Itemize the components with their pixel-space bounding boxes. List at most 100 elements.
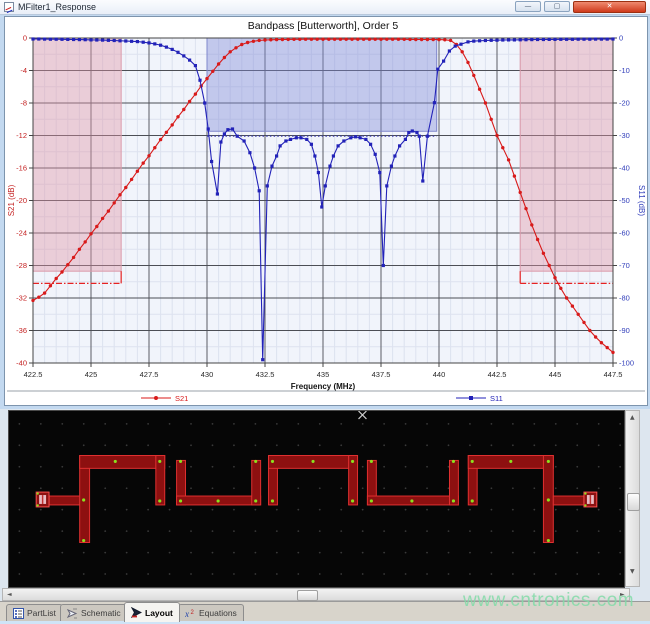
svg-text:-16: -16 [16,164,27,173]
layout-vertex [178,499,183,503]
layout-vertex [546,538,550,543]
svg-text:425: 425 [85,370,98,379]
tab-schematic[interactable]: Schematic [60,604,128,621]
tab-layout[interactable]: Layout [124,602,180,622]
layout-vertex [82,538,86,543]
layout-vertex [311,459,315,464]
layout-vertex [254,459,258,464]
svg-text:-28: -28 [16,261,27,270]
partlist-icon [13,607,24,619]
svg-text:-80: -80 [619,294,630,303]
svg-text:-100: -100 [619,359,634,368]
microstrip-segment [155,455,166,506]
svg-text:-30: -30 [619,131,630,140]
svg-text:x: x [185,609,189,619]
layout-vertex [546,498,550,502]
close-button[interactable]: ✕ [573,1,646,13]
vertical-scrollbar-thumb[interactable] [627,493,640,511]
svg-text:-90: -90 [619,326,630,335]
crosshair-cursor [358,411,367,420]
layout-vertex [470,499,474,503]
layout-vertex [82,498,86,502]
horizontal-scrollbar[interactable]: ◄ ► [2,588,630,601]
minimize-button[interactable]: — [515,1,541,12]
legend-s11: S11 [490,394,503,403]
layout-vertex [270,459,275,464]
svg-text:447.5: 447.5 [604,370,623,379]
layout-vertex [451,459,456,464]
svg-text:-36: -36 [16,326,27,335]
port-2 [583,491,598,508]
svg-text:-10: -10 [619,66,630,75]
schematic-icon [67,608,78,618]
scroll-down-icon[interactable]: ▼ [630,568,635,575]
layout-vertex [158,459,162,464]
layout-vertex [369,459,373,464]
microstrip-segment [251,459,262,506]
svg-text:440: 440 [433,370,446,379]
response-window-titlebar[interactable]: MFilter1_Response — ▢ ✕ [0,0,650,15]
svg-text:445: 445 [549,370,562,379]
microstrip-segment [448,459,459,506]
spec-region-stopband-high [519,37,614,272]
layout-vertex [451,499,456,503]
svg-text:2: 2 [191,610,195,616]
scroll-up-icon[interactable]: ▲ [630,414,635,421]
x-axis-label: Frequency (MHz) [291,382,356,391]
svg-text:422.5: 422.5 [24,370,43,379]
svg-text:-40: -40 [619,164,630,173]
response-chart-canvas: 0 -4 -8 -12 -16 -20 -24 -28 -32 -36 -40 0 -10 -20 -30 -… [4,16,648,406]
svg-text:427.5: 427.5 [140,370,159,379]
svg-text:-70: -70 [619,261,630,270]
layout-vertex [158,499,162,503]
chart-window-icon [4,2,14,12]
tab-equations[interactable]: x 2 Equations [178,604,244,621]
vertical-scrollbar[interactable]: ▲ ▼ [625,410,640,587]
spec-region-stopband-low [32,37,122,272]
watermark: www.cntronics.com [463,590,635,611]
response-chart: 0 -4 -8 -12 -16 -20 -24 -28 -32 -36 -40 0 -10 -20 -30 -… [7,20,646,403]
legend-s21: S21 [175,394,188,403]
layout-vertex [369,499,373,503]
svg-text:-4: -4 [20,66,27,75]
layout-vertex [509,459,513,464]
scroll-left-icon[interactable]: ◄ [7,591,12,598]
microstrip-segment [47,495,82,506]
layout-vertex [351,499,355,503]
tab-layout-label: Layout [145,607,173,618]
svg-text:430: 430 [201,370,214,379]
layout-vertex [270,499,275,503]
layout-canvas[interactable] [8,410,625,588]
microstrip-segment [552,495,587,506]
layout-vertex [178,459,183,464]
horizontal-scrollbar-thumb[interactable] [297,590,318,601]
svg-text:435: 435 [317,370,330,379]
tab-schematic-label: Schematic [81,608,121,618]
layout-vertex [470,459,474,464]
layout-vertex [546,459,550,464]
microstrip-segment [79,455,166,469]
response-window: MFilter1_Response — ▢ ✕ 0 -4 -8 -12 -16 -20 -2… [0,0,650,409]
port-1 [35,491,50,508]
svg-text:-60: -60 [619,229,630,238]
svg-text:-40: -40 [16,359,27,368]
right-axis-label: S11 (dB) [637,185,646,216]
svg-text:0: 0 [619,34,623,43]
microstrip-segment [348,455,359,506]
scroll-right-icon[interactable]: ► [620,591,625,598]
svg-text:0: 0 [23,34,27,43]
maximize-button[interactable]: ▢ [544,1,570,12]
tab-partlist[interactable]: PartList [6,604,63,621]
layout-vertex [410,499,414,503]
svg-text:-32: -32 [16,294,27,303]
svg-text:-20: -20 [619,99,630,108]
layout-vertex [216,499,220,503]
layout-vertex [113,459,117,464]
layout-vertex [254,499,258,503]
svg-text:442.5: 442.5 [488,370,507,379]
layout-icon [131,607,142,618]
tab-equations-label: Equations [199,608,237,618]
svg-text:-50: -50 [619,196,630,205]
view-tabbar: PartList Schematic Layout x 2 Equations [0,601,650,622]
